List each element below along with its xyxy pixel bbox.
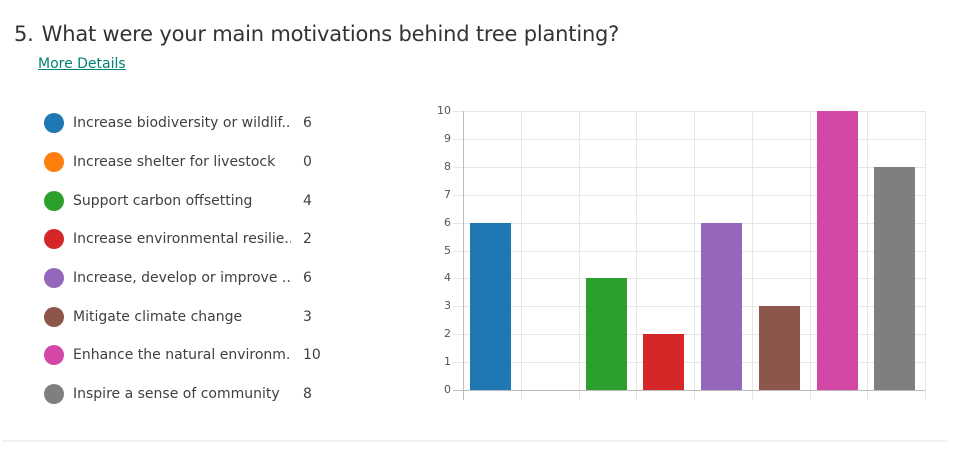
- legend-count: 6: [303, 115, 312, 132]
- grid-line-horizontal: [453, 111, 925, 112]
- y-axis-tick-label: 7: [444, 187, 451, 201]
- legend-label: Inspire a sense of community: [73, 386, 280, 403]
- grid-line-vertical: [694, 111, 695, 400]
- grid-line-vertical: [809, 111, 811, 400]
- y-axis-tick-label: 6: [444, 215, 451, 229]
- legend-count: 8: [303, 386, 312, 403]
- legend-color-dot-icon: [44, 306, 64, 327]
- grid-line-vertical: [578, 111, 580, 400]
- grid-line-horizontal: [453, 362, 925, 364]
- legend-label: Increase shelter for livestock: [73, 154, 276, 171]
- bar[interactable]: [701, 222, 742, 390]
- x-axis-line: [453, 390, 925, 391]
- y-axis-tick-label: 9: [444, 131, 451, 145]
- legend-label: Increase, develop or improve ...: [73, 270, 291, 287]
- y-axis-tick-label: 10: [437, 104, 451, 117]
- bar[interactable]: [470, 222, 511, 390]
- legend-label: Mitigate climate change: [73, 308, 243, 325]
- legend-item: Support carbon offsetting 4: [44, 181, 344, 220]
- grid-line-horizontal: [453, 166, 925, 168]
- grid-line-horizontal: [453, 222, 925, 224]
- bar-chart: 0 1 2 3 4 5 6 7 8 9 10: [420, 100, 940, 410]
- bar[interactable]: [643, 334, 685, 390]
- y-axis-tick-label: 4: [444, 271, 451, 285]
- legend-label: Support carbon offsetting: [73, 192, 253, 209]
- legend-color-dot-icon: [44, 268, 64, 289]
- grid-line-horizontal: [453, 250, 925, 252]
- grid-line-vertical: [867, 111, 869, 400]
- grid-line-horizontal: [453, 138, 925, 140]
- legend-count: 6: [303, 270, 312, 287]
- grid-line-vertical: [925, 111, 926, 400]
- question-text: What were your main motivations behind t…: [41, 22, 620, 46]
- y-axis-tick-label: 2: [444, 327, 451, 341]
- grid-line-horizontal: [453, 306, 925, 308]
- legend-color-dot-icon: [44, 113, 64, 134]
- legend-item: Increase environmental resilie... 2: [44, 220, 344, 259]
- section-divider: [2, 440, 948, 442]
- grid-line-vertical: [636, 111, 638, 400]
- legend-label: Increase environmental resilie...: [73, 231, 291, 248]
- more-details-link[interactable]: More Details: [38, 56, 126, 72]
- legend-count: 4: [303, 192, 312, 209]
- y-axis-tick-label: 5: [444, 243, 451, 257]
- legend-item: Increase, develop or improve ... 6: [44, 259, 344, 298]
- y-axis-tick-label: 1: [444, 355, 451, 369]
- chart-legend: Increase biodiversity or wildlif... 6 Incr…: [44, 104, 344, 414]
- y-axis-tick-label: 3: [444, 299, 451, 313]
- question-title: 5. What were your main motivations behind…: [14, 22, 619, 46]
- bar[interactable]: [816, 111, 858, 390]
- legend-color-dot-icon: [44, 190, 64, 211]
- bar[interactable]: [585, 278, 627, 390]
- legend-item: Increase biodiversity or wildlif... 6: [44, 104, 344, 143]
- grid-line-vertical: [751, 111, 753, 400]
- grid-line-horizontal: [453, 194, 925, 196]
- grid-line-horizontal: [453, 278, 925, 280]
- grid-line-vertical: [520, 111, 522, 400]
- legend-color-dot-icon: [44, 345, 64, 366]
- legend-item: Enhance the natural environm... 10: [44, 336, 344, 375]
- bar[interactable]: [758, 306, 800, 390]
- legend-label: Enhance the natural environm...: [73, 347, 291, 364]
- legend-item: Increase shelter for livestock 0: [44, 143, 344, 182]
- legend-item: Mitigate climate change 3: [44, 297, 344, 336]
- legend-color-dot-icon: [44, 152, 64, 173]
- legend-count: 0: [303, 154, 312, 171]
- y-axis-tick-label: 8: [444, 159, 451, 173]
- legend-count: 3: [303, 308, 312, 325]
- legend-count: 10: [303, 347, 321, 364]
- legend-label: Increase biodiversity or wildlif...: [73, 115, 291, 132]
- legend-count: 2: [303, 231, 312, 248]
- question-number: 5.: [14, 22, 34, 46]
- y-axis-tick-label: 0: [444, 383, 451, 396]
- legend-item: Inspire a sense of community 8: [44, 375, 344, 414]
- legend-color-dot-icon: [44, 229, 64, 250]
- y-axis-line: [463, 111, 464, 400]
- bar[interactable]: [874, 166, 916, 390]
- grid-line-horizontal: [453, 334, 925, 336]
- legend-color-dot-icon: [44, 384, 64, 405]
